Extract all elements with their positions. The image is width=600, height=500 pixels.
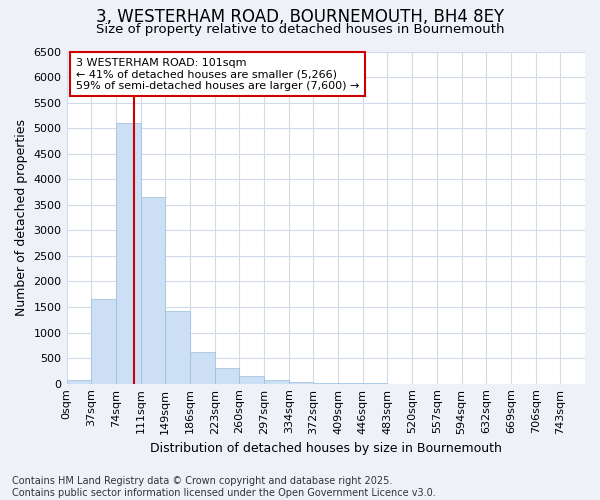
- Bar: [116, 123, 140, 384]
- Bar: [289, 382, 313, 384]
- Bar: [239, 376, 264, 384]
- Bar: [67, 380, 91, 384]
- Text: Contains HM Land Registry data © Crown copyright and database right 2025.
Contai: Contains HM Land Registry data © Crown c…: [12, 476, 436, 498]
- Bar: [140, 197, 165, 384]
- Bar: [165, 310, 190, 384]
- Bar: [215, 368, 239, 384]
- Bar: [313, 382, 338, 384]
- Text: Size of property relative to detached houses in Bournemouth: Size of property relative to detached ho…: [96, 22, 504, 36]
- Y-axis label: Number of detached properties: Number of detached properties: [15, 119, 28, 316]
- Text: 3 WESTERHAM ROAD: 101sqm
← 41% of detached houses are smaller (5,266)
59% of sem: 3 WESTERHAM ROAD: 101sqm ← 41% of detach…: [76, 58, 359, 91]
- X-axis label: Distribution of detached houses by size in Bournemouth: Distribution of detached houses by size …: [150, 442, 502, 455]
- Bar: [91, 300, 116, 384]
- Bar: [264, 380, 289, 384]
- Bar: [338, 383, 363, 384]
- Text: 3, WESTERHAM ROAD, BOURNEMOUTH, BH4 8EY: 3, WESTERHAM ROAD, BOURNEMOUTH, BH4 8EY: [96, 8, 504, 26]
- Bar: [190, 352, 215, 384]
